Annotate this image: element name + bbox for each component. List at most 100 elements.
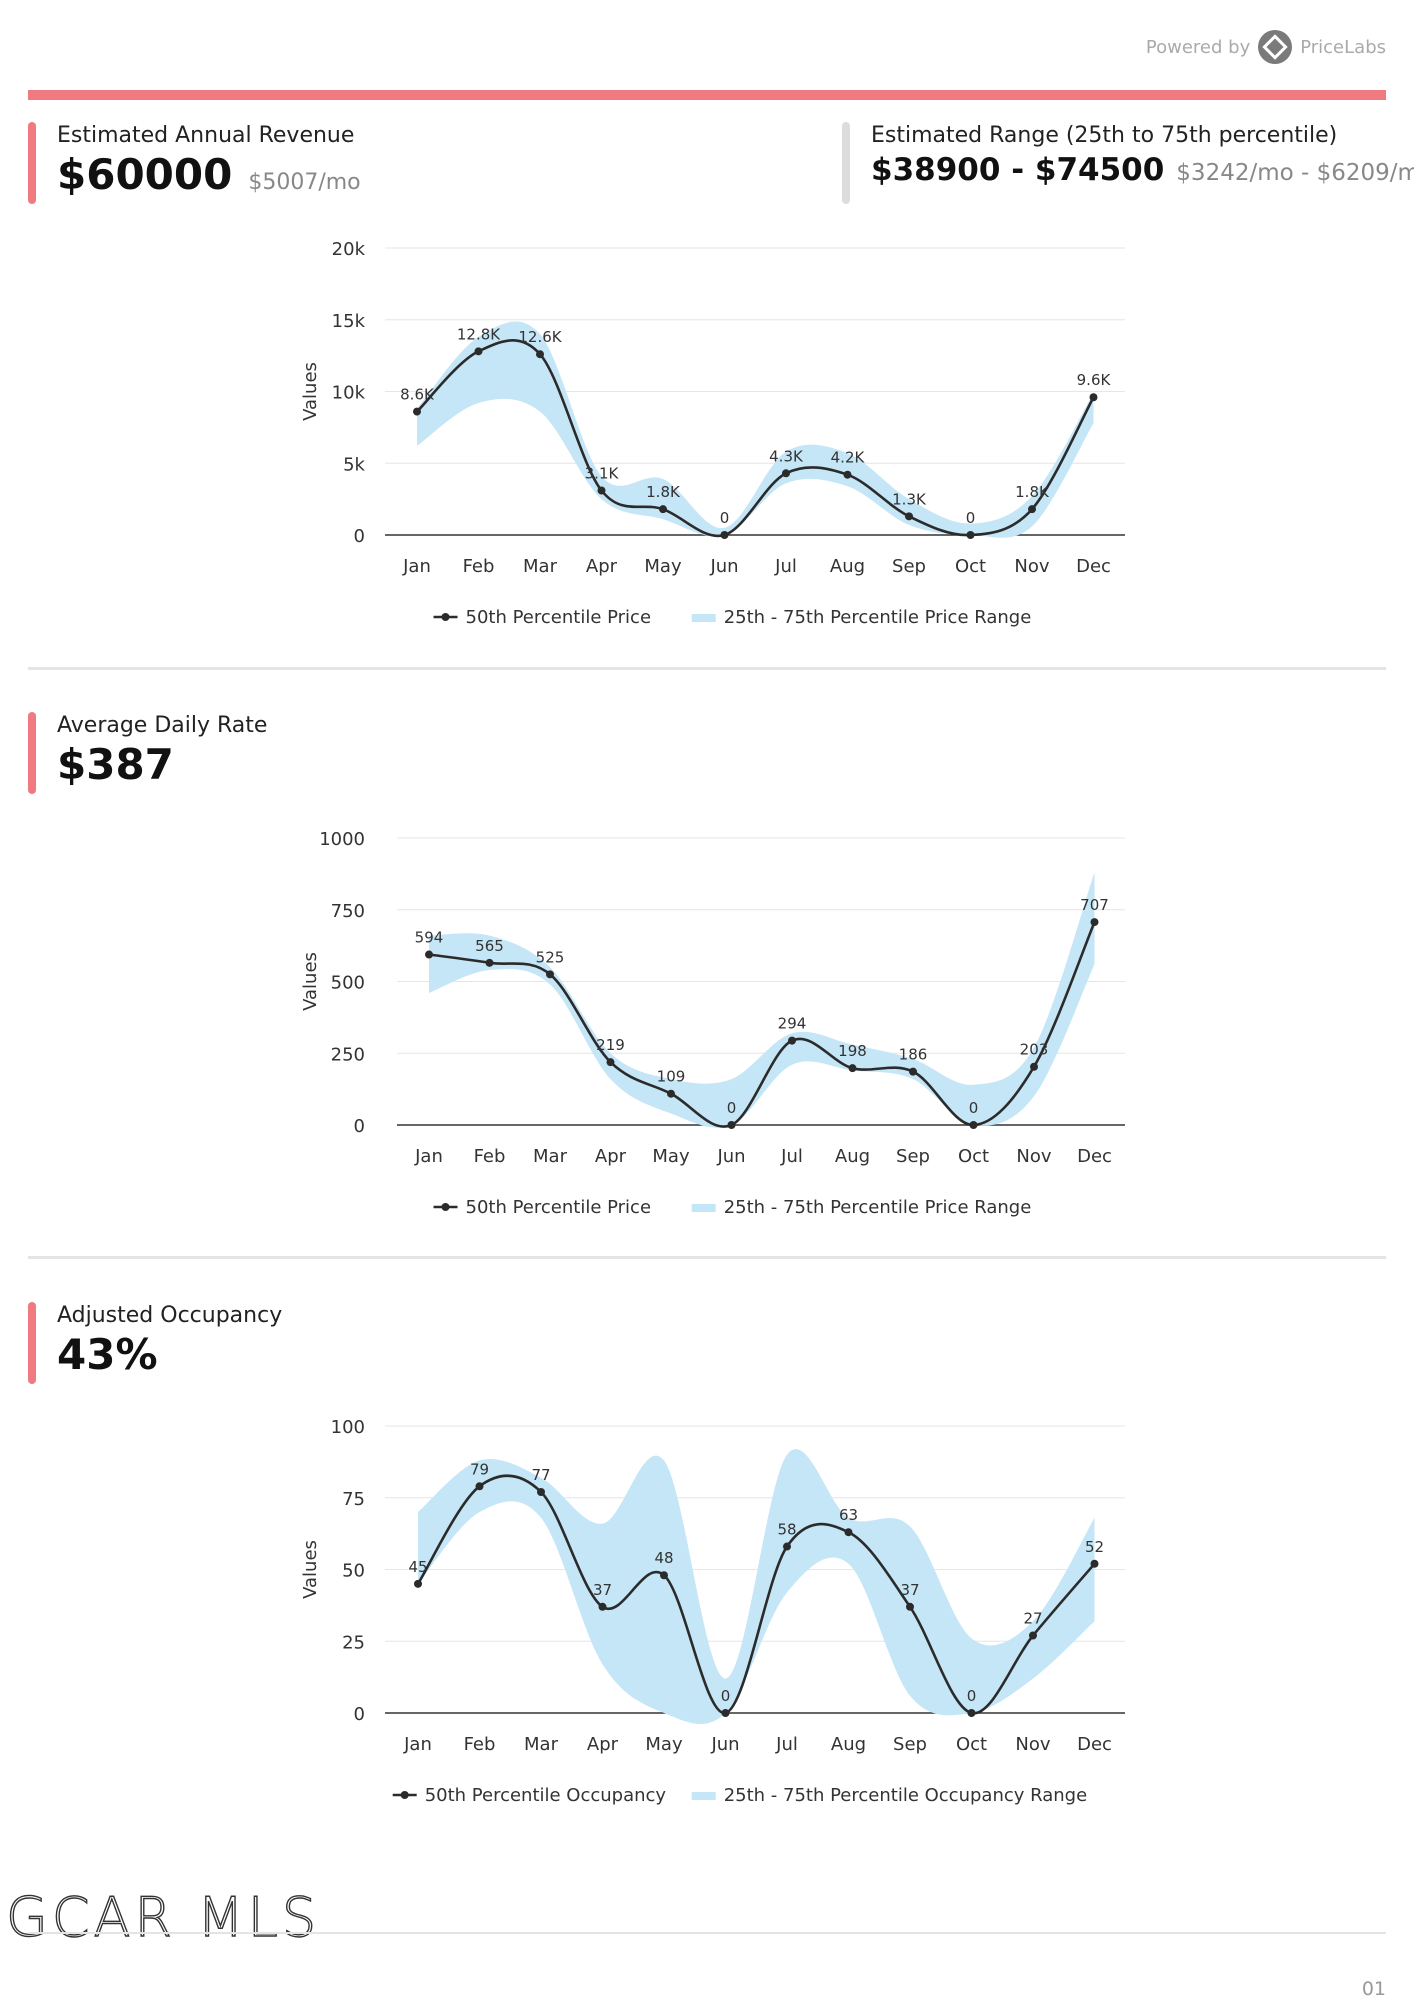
legend-label: 25th - 75th Percentile Occupancy Range [724,1785,1087,1806]
data-label: 58 [777,1521,796,1539]
data-label: 525 [536,948,565,966]
y-tick-label: 15k [332,311,366,332]
data-label: 37 [593,1581,612,1599]
data-label: 77 [531,1466,550,1484]
y-tick-label: 75 [342,1489,365,1510]
estimated-range-metric: Estimated Range (25th to 75th percentile… [842,122,1414,204]
page-number: 01 [1361,1978,1386,2000]
data-label: 294 [778,1015,807,1033]
legend-label: 50th Percentile Price [466,1197,652,1218]
x-tick-label: Jul [780,1146,803,1167]
data-label: 0 [720,509,730,527]
y-tick-label: 750 [331,901,365,922]
data-label: 0 [721,1687,731,1705]
data-label: 63 [839,1506,858,1524]
range-monthly: $3242/mo - $6209/mo [1176,160,1414,186]
y-tick-label: 100 [331,1417,365,1438]
data-label: 1.3K [892,490,927,508]
x-tick-label: Apr [586,556,618,577]
x-tick-label: Jul [775,1734,798,1755]
data-point [660,1571,668,1580]
data-point [1090,1559,1099,1568]
accent-marker [28,712,36,794]
data-label: 9.6K [1077,371,1112,389]
legend-marker [441,1203,450,1211]
y-tick-label: 50 [342,1561,365,1582]
section-divider [28,1256,1386,1259]
x-tick-label: Aug [835,1146,870,1167]
data-point [414,1579,422,1588]
data-point [1030,1062,1038,1071]
data-point [783,1542,791,1551]
legend-marker [441,613,450,621]
y-axis-title: Values [300,952,321,1011]
data-point [474,347,483,356]
y-tick-label: 1000 [319,829,365,850]
y-tick-label: 0 [354,526,365,547]
data-point [969,1121,978,1129]
data-point [1089,393,1098,402]
range-value: $38900 - $74500 [871,152,1165,188]
data-label: 48 [654,1549,673,1567]
revenue-chart: 0 5k 10k 15k 20k Values 8.6K 12.8K 12.6K 3.1K 1.8K… [300,239,1125,628]
accent-marker [28,122,36,204]
revenue-monthly: $5007/mo [248,170,361,195]
accent-bar [28,90,1386,100]
x-tick-label: Aug [830,556,865,577]
x-tick-label: Nov [1016,1146,1051,1167]
data-point [843,470,852,479]
data-point [848,1064,857,1073]
x-tick-label: Oct [955,556,986,577]
x-tick-label: Aug [831,1734,866,1755]
data-label: 0 [969,1099,979,1117]
section-divider [28,667,1386,670]
data-label: 45 [408,1558,427,1576]
data-label: 12.6K [518,328,562,346]
data-point [659,505,667,514]
x-tick-label: Dec [1077,1146,1112,1167]
data-point [905,512,913,521]
data-label: 0 [967,1687,977,1705]
data-label: 79 [470,1460,489,1478]
data-point [844,1528,853,1537]
legend-label: 50th Percentile Occupancy [425,1785,667,1806]
occupancy-chart: 0 25 50 75 100 Values 45 79 77 37 48 0 58 63 37 0 27 52 Ja… [300,1417,1125,1806]
data-point [1029,1631,1037,1640]
y-tick-label: 25 [342,1632,365,1653]
neutral-marker [842,122,850,204]
x-tick-label: Sep [892,556,926,577]
adjusted-occupancy-metric: Adjusted Occupancy 43% [28,1302,283,1384]
data-label: 219 [596,1036,625,1054]
x-tick-label: May [644,556,682,577]
legend-marker [400,1791,409,1799]
data-point [546,970,554,979]
y-tick-label: 250 [331,1044,365,1065]
data-label: 186 [899,1046,928,1064]
x-tick-label: May [652,1146,690,1167]
data-label: 4.2K [831,449,866,467]
data-label: 27 [1023,1610,1042,1628]
x-tick-label: Jun [709,556,738,577]
x-tick-label: Sep [896,1146,930,1167]
data-label: 4.3K [769,447,804,465]
data-point [906,1602,914,1611]
metric-label: Average Daily Rate [57,713,268,738]
data-point [606,1058,615,1067]
data-point [475,1482,484,1491]
accent-marker [28,1302,36,1384]
data-label: 1.8K [1015,483,1050,501]
x-tick-label: Sep [893,1734,927,1755]
data-point [413,407,421,416]
x-tick-label: Jan [402,556,431,577]
data-point [966,531,975,539]
adr-value: $387 [57,740,174,789]
data-label: 0 [966,509,976,527]
x-tick-label: Dec [1077,1734,1112,1755]
metric-label: Adjusted Occupancy [57,1303,283,1328]
occupancy-value: 43% [57,1330,158,1379]
y-tick-label: 5k [343,454,365,475]
data-point [537,1488,545,1497]
data-label: 198 [838,1042,867,1060]
x-tick-label: Feb [474,1146,506,1167]
y-tick-label: 0 [354,1116,365,1137]
